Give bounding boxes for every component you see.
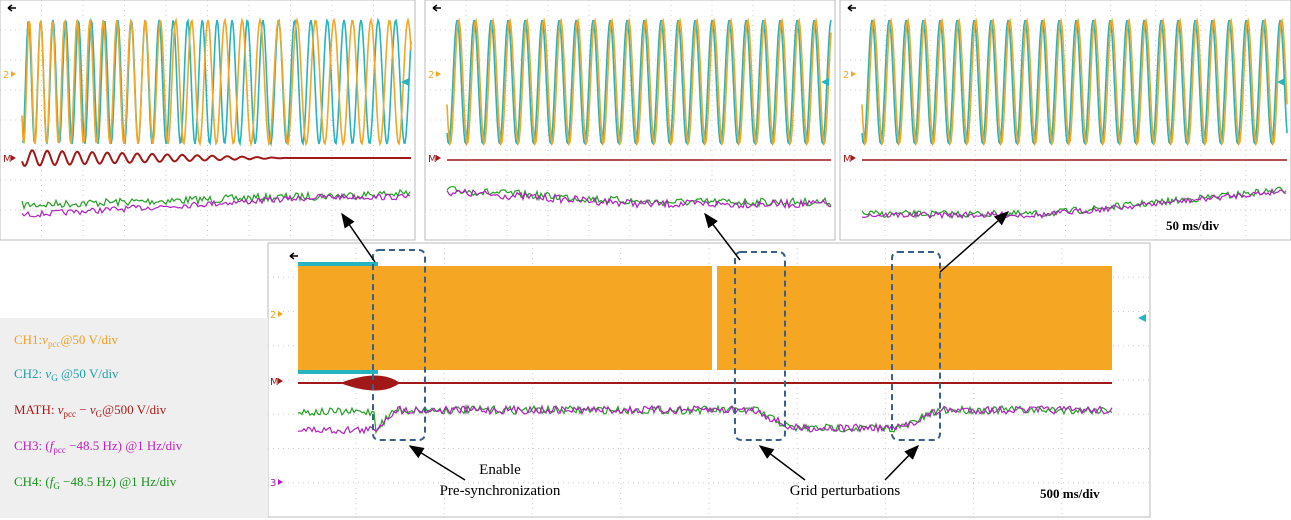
legend-sub: pcc: [53, 445, 66, 455]
legend-text: −48.5 Hz) @1 Hz/div: [66, 438, 182, 453]
legend-ch4: CH4: (fG −48.5 Hz) @1 Hz/div: [14, 474, 176, 491]
legend: CH1:vpcc@50 V/div CH2: vG @50 V/div MATH…: [0, 318, 268, 518]
channel-marker: 2: [843, 70, 849, 81]
legend-text: @500 V/div: [102, 402, 166, 417]
waveform-gap: [712, 258, 717, 374]
channel-marker: 3: [270, 478, 276, 489]
legend-ch3: CH3: (fpcc −48.5 Hz) @1 Hz/div: [14, 438, 182, 455]
legend-text: −48.5 Hz) @1 Hz/div: [60, 474, 176, 489]
legend-text: −: [76, 402, 90, 417]
legend-text: @50 V/div: [58, 366, 119, 381]
page: {"legend": [ {"prefix": "CH1:", "var": "…: [0, 0, 1291, 520]
channel-marker: M: [428, 154, 437, 165]
legend-sub: pcc: [63, 409, 76, 419]
time-scale: 500 ms/div: [1040, 486, 1100, 502]
legend-text: CH2:: [14, 366, 45, 381]
channel-marker: M: [843, 154, 852, 165]
legend-text: @50 V/div: [60, 332, 118, 347]
channel-marker: 2: [3, 70, 9, 81]
legend-ch1: CH1:vpcc@50 V/div: [14, 332, 118, 349]
annotation: Pre-synchronization: [420, 483, 580, 500]
legend-math: MATH: vpcc − vG@500 V/div: [14, 402, 166, 419]
channel-marker: 2: [270, 310, 276, 321]
annotation: Enable: [440, 462, 560, 479]
legend-sub: pcc: [48, 339, 61, 349]
legend-ch2: CH2: vG @50 V/div: [14, 366, 119, 383]
channel-marker: M: [270, 377, 279, 388]
annotation: Grid perturbations: [770, 483, 920, 500]
waveform: [298, 266, 1112, 370]
time-scale: 50 ms/div: [1166, 218, 1219, 234]
legend-text: CH1:: [14, 332, 42, 347]
legend-text: CH4: (: [14, 474, 50, 489]
channel-marker: M: [3, 154, 12, 165]
legend-text: CH3: (: [14, 438, 50, 453]
legend-text: MATH:: [14, 402, 58, 417]
channel-marker: 2: [428, 70, 434, 81]
